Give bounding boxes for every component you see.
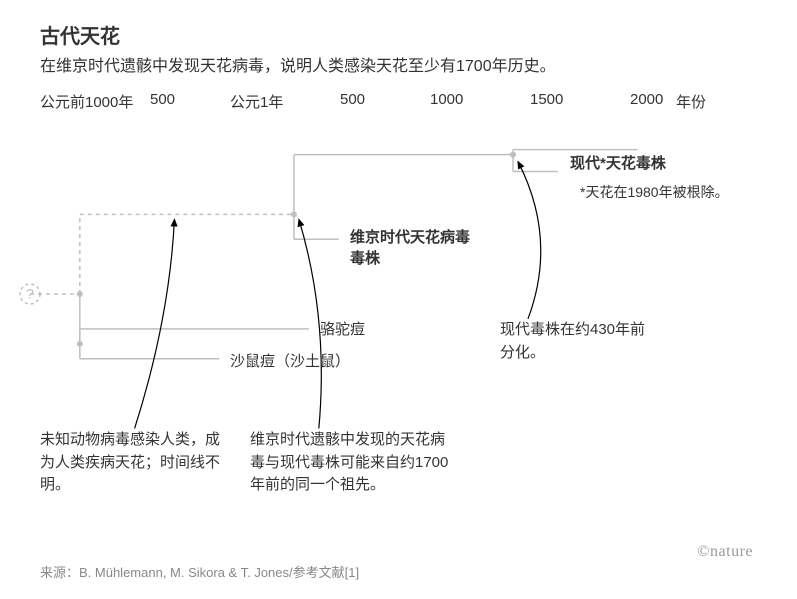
axis-tick: 公元前1000年 [40,91,133,112]
branch-label-modern: 现代*天花毒株 [570,153,710,174]
axis-tick: 1000 [430,91,463,108]
figure-container: 古代天花 在维京时代遗骸中发现天花病毒，说明人类感染天花至少有1700年历史。 … [0,0,797,599]
annotation-modern-split: 现代毒株在约430年前分化。 [500,319,660,364]
branch-label-camel: 骆驼痘 [320,319,365,340]
axis-tick: 公元1年 [230,91,283,112]
annotation-viking-ancestor: 维京时代遗骸中发现的天花病毒与现代毒株可能来自约1700年前的同一个祖先。 [250,429,450,497]
branch-label-text: 现代*天花毒株 [570,155,666,172]
figure-source: 来源：B. Mühlemann, M. Sikora & T. Jones/参考… [40,562,359,581]
branch-label-viking: 维京时代天花病毒毒株 [350,227,480,269]
phylogeny-chart: ? [40,119,757,479]
eradication-footnote: *天花在1980年被根除。 [580,183,730,203]
axis-unit: 年份 [676,91,706,112]
annotation-unknown: 未知动物病毒感染人类，成为人类疾病天花；时间线不明。 [40,429,230,497]
branch-label-gerbil: 沙鼠痘（沙土鼠） [230,351,350,372]
axis-tick: 1500 [530,91,563,108]
axis-tick: 2000 [630,91,663,108]
nature-logo: ©nature [697,543,753,561]
axis-tick: 500 [150,91,175,108]
figure-title: 古代天花 [40,20,757,49]
svg-text:?: ? [26,286,34,302]
branch-label-text: 维京时代天花病毒毒株 [350,229,470,267]
timeline-axis: 公元前1000年 500 公元1年 500 1000 1500 2000 年份 [40,91,757,115]
figure-subtitle: 在维京时代遗骸中发现天花病毒，说明人类感染天花至少有1700年历史。 [40,55,757,79]
axis-tick: 500 [340,91,365,108]
